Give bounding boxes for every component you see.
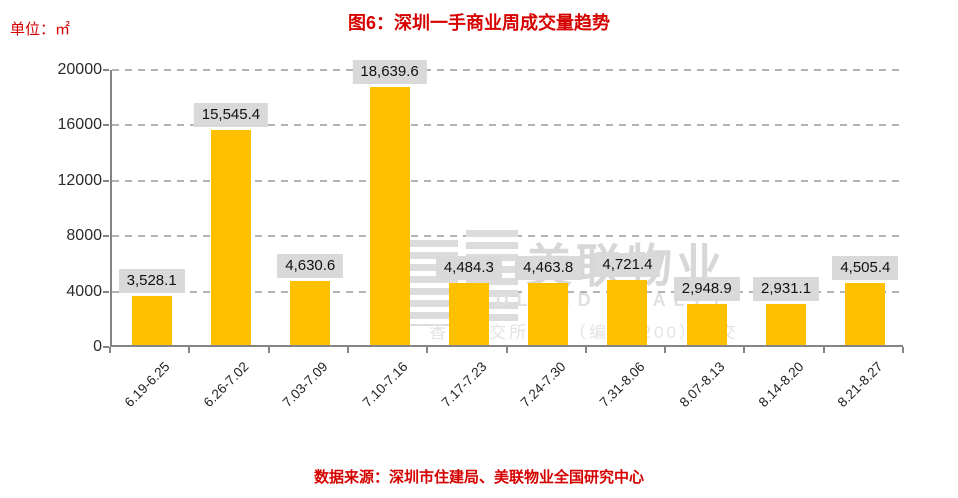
x-axis-tick-label: 7.03-7.09 [279,359,331,410]
x-tick-mark [188,347,191,353]
x-axis-tick-label: 8.21-8.27 [835,359,886,410]
x-tick-mark [743,347,746,353]
bar-8.21-8.27 [845,282,886,345]
x-tick-mark [267,347,270,353]
x-tick-mark [822,347,825,353]
bar-value-label: 4,505.4 [832,255,899,280]
y-axis-tick-label: 0 [93,338,102,355]
bar-value-label: 4,630.6 [277,253,344,278]
chart-title: 图6：深圳一手商业周成交量趋势 [347,13,610,33]
x-tick-mark [426,347,429,353]
bar-7.31-8.06 [607,279,648,345]
x-tick-mark [664,347,667,353]
x-tick-mark [584,347,587,353]
bar-7.24-7.30 [528,283,569,345]
x-tick-mark [346,347,349,353]
gridline [112,69,903,71]
y-axis-tick-label: 16000 [57,116,103,134]
y-axis-tick-label: 4000 [66,282,102,300]
y-tick-mark [103,235,109,238]
bar-value-label: 4,721.4 [594,252,661,277]
bar-value-label: 18,639.6 [352,59,427,84]
bar-6.19-6.25 [131,296,172,345]
x-axis-tick-label: 8.14-8.20 [755,359,807,410]
bar-value-label: 4,463.8 [515,256,582,281]
x-axis-tick-label: 6.19-6.25 [121,359,173,410]
bar-8.07-8.13 [686,304,727,345]
y-tick-mark [103,69,109,71]
gridline [112,179,903,182]
y-tick-mark [103,346,109,348]
x-axis-tick-label: 7.10-7.16 [359,359,411,410]
x-axis-tick-label: 7.17-7.23 [438,359,490,410]
x-axis-tick-label: 7.24-7.30 [517,359,569,410]
y-axis-tick-label: 20000 [57,61,103,78]
bar-7.17-7.23 [448,282,489,345]
data-source: 数据来源：深圳市住建局、美联物业全国研究中心 [313,469,644,486]
bar-7.10-7.16 [369,86,410,345]
unit-label: 单位：㎡ [10,21,71,38]
bar-value-label: 4,484.3 [435,255,502,280]
bar-value-label: 3,528.1 [118,269,185,294]
bar-8.14-8.20 [766,304,807,345]
bar-6.26-7.02 [210,129,251,345]
x-axis-tick-label: 6.26-7.02 [200,359,252,410]
x-axis-tick-label: 7.31-8.06 [597,359,649,410]
y-tick-mark [103,124,109,127]
bar-value-label: 15,545.4 [193,102,269,127]
x-tick-mark [109,347,111,353]
bar-value-label: 2,948.9 [673,277,740,302]
x-tick-mark [505,347,508,353]
bar-7.03-7.09 [290,280,331,345]
y-axis-tick-label: 12000 [57,171,103,189]
y-tick-mark [103,290,109,293]
bar-value-label: 2,931.1 [753,277,820,302]
x-axis-tick-label: 8.07-8.13 [676,359,728,410]
y-tick-mark [103,179,109,182]
x-tick-mark [902,347,904,353]
plot-area: 美联物业 MIDLAND REALTY 香港联交所上市（编号1200）成交 3,… [110,59,903,347]
gridline [112,124,903,127]
y-axis-tick-label: 8000 [66,227,102,245]
